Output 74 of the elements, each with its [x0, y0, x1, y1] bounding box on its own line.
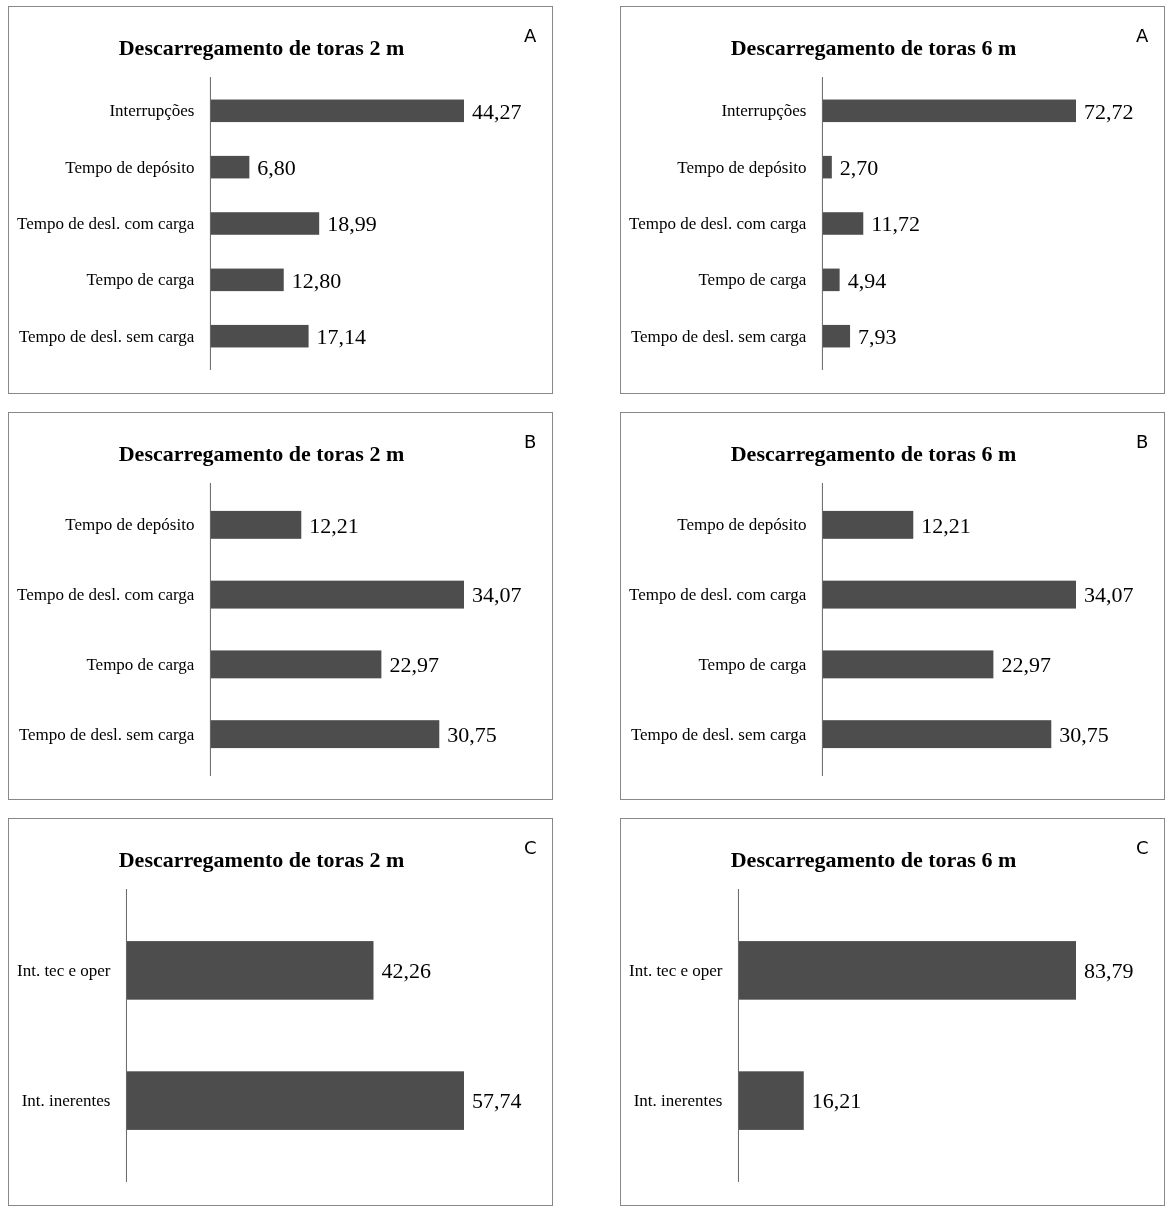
y-tick-label: Tempo de carga	[698, 654, 807, 674]
bar	[210, 268, 284, 292]
y-tick-label: Tempo de desl. com carga	[17, 585, 195, 605]
y-tick-label: Tempo de desl. com carga	[629, 213, 807, 233]
data-label: 11,72	[871, 211, 920, 237]
bar	[210, 720, 440, 749]
data-label: 34,07	[1084, 582, 1134, 608]
bar	[210, 212, 320, 235]
data-label: 4,94	[847, 267, 887, 293]
chart-title: Descarregamento de toras 6 m	[730, 441, 1017, 466]
chart-title: Descarregamento de toras 6 m	[730, 35, 1017, 60]
bar	[210, 99, 464, 123]
data-label: 17,14	[316, 323, 367, 349]
text: C	[1136, 837, 1149, 858]
data-label: 12,21	[921, 512, 971, 538]
data-label: 42,26	[381, 958, 431, 984]
y-tick-label: Tempo de desl. sem carga	[630, 724, 807, 744]
y-tick-label: Tempo de desl. sem carga	[630, 326, 807, 346]
bar	[822, 212, 864, 235]
data-label: 6,80	[257, 154, 296, 180]
data-label: 44,27	[472, 98, 522, 124]
bar	[210, 324, 309, 348]
bar	[822, 650, 994, 679]
y-tick-label: Int. tec e oper	[17, 960, 111, 980]
text: A	[1136, 25, 1149, 46]
data-label: 34,07	[472, 582, 522, 608]
text: A	[524, 25, 537, 46]
y-tick-label: Tempo de carga	[86, 654, 195, 674]
data-label: 22,97	[389, 652, 439, 678]
data-label: 12,80	[291, 267, 342, 293]
data-label: 57,74	[472, 1088, 522, 1114]
chart-title: Descarregamento de toras 6 m	[730, 847, 1017, 872]
y-tick-label: Interrupções	[109, 101, 195, 121]
bar	[210, 510, 302, 539]
y-tick-label: Tempo de desl. com carga	[629, 585, 807, 605]
bar	[822, 268, 840, 292]
data-label: 7,93	[858, 323, 897, 349]
y-tick-label: Int. tec e oper	[629, 960, 723, 980]
bar	[822, 720, 1052, 749]
bar	[210, 580, 464, 609]
bar	[210, 155, 250, 179]
data-label: 22,97	[1001, 652, 1051, 678]
y-tick-label: Tempo de depósito	[677, 157, 807, 177]
bar	[822, 155, 832, 179]
data-label: 16,21	[811, 1088, 862, 1114]
text: B	[1136, 431, 1149, 452]
y-tick-label: Tempo de desl. com carga	[17, 213, 195, 233]
text: C	[524, 837, 537, 858]
chart-title: Descarregamento de toras 2 m	[118, 847, 405, 872]
chart-title: Descarregamento de toras 2 m	[118, 35, 405, 60]
y-tick-label: Tempo de depósito	[677, 515, 807, 535]
data-label: 72,72	[1084, 98, 1134, 124]
bar	[822, 99, 1076, 123]
y-tick-label: Tempo de carga	[698, 270, 807, 290]
data-label: 30,75	[447, 721, 497, 747]
data-label: 18,99	[327, 211, 377, 237]
bar	[210, 650, 382, 679]
data-label: 2,70	[839, 154, 879, 180]
y-tick-label: Tempo de desl. sem carga	[18, 326, 195, 346]
y-tick-label: Tempo de desl. sem carga	[18, 724, 195, 744]
bar	[822, 324, 851, 348]
bar	[822, 580, 1076, 609]
y-tick-label: Tempo de depósito	[65, 157, 195, 177]
bar	[822, 510, 914, 539]
y-tick-label: Int. inerentes	[21, 1091, 111, 1111]
text: B	[524, 431, 537, 452]
y-tick-label: Tempo de depósito	[65, 515, 195, 535]
data-label: 12,21	[309, 512, 359, 538]
chart-title: Descarregamento de toras 2 m	[118, 441, 405, 466]
y-tick-label: Interrupções	[721, 101, 807, 121]
data-label: 30,75	[1059, 721, 1109, 747]
y-tick-label: Tempo de carga	[86, 270, 195, 290]
data-label: 83,79	[1084, 958, 1134, 984]
y-tick-label: Int. inerentes	[633, 1091, 723, 1111]
